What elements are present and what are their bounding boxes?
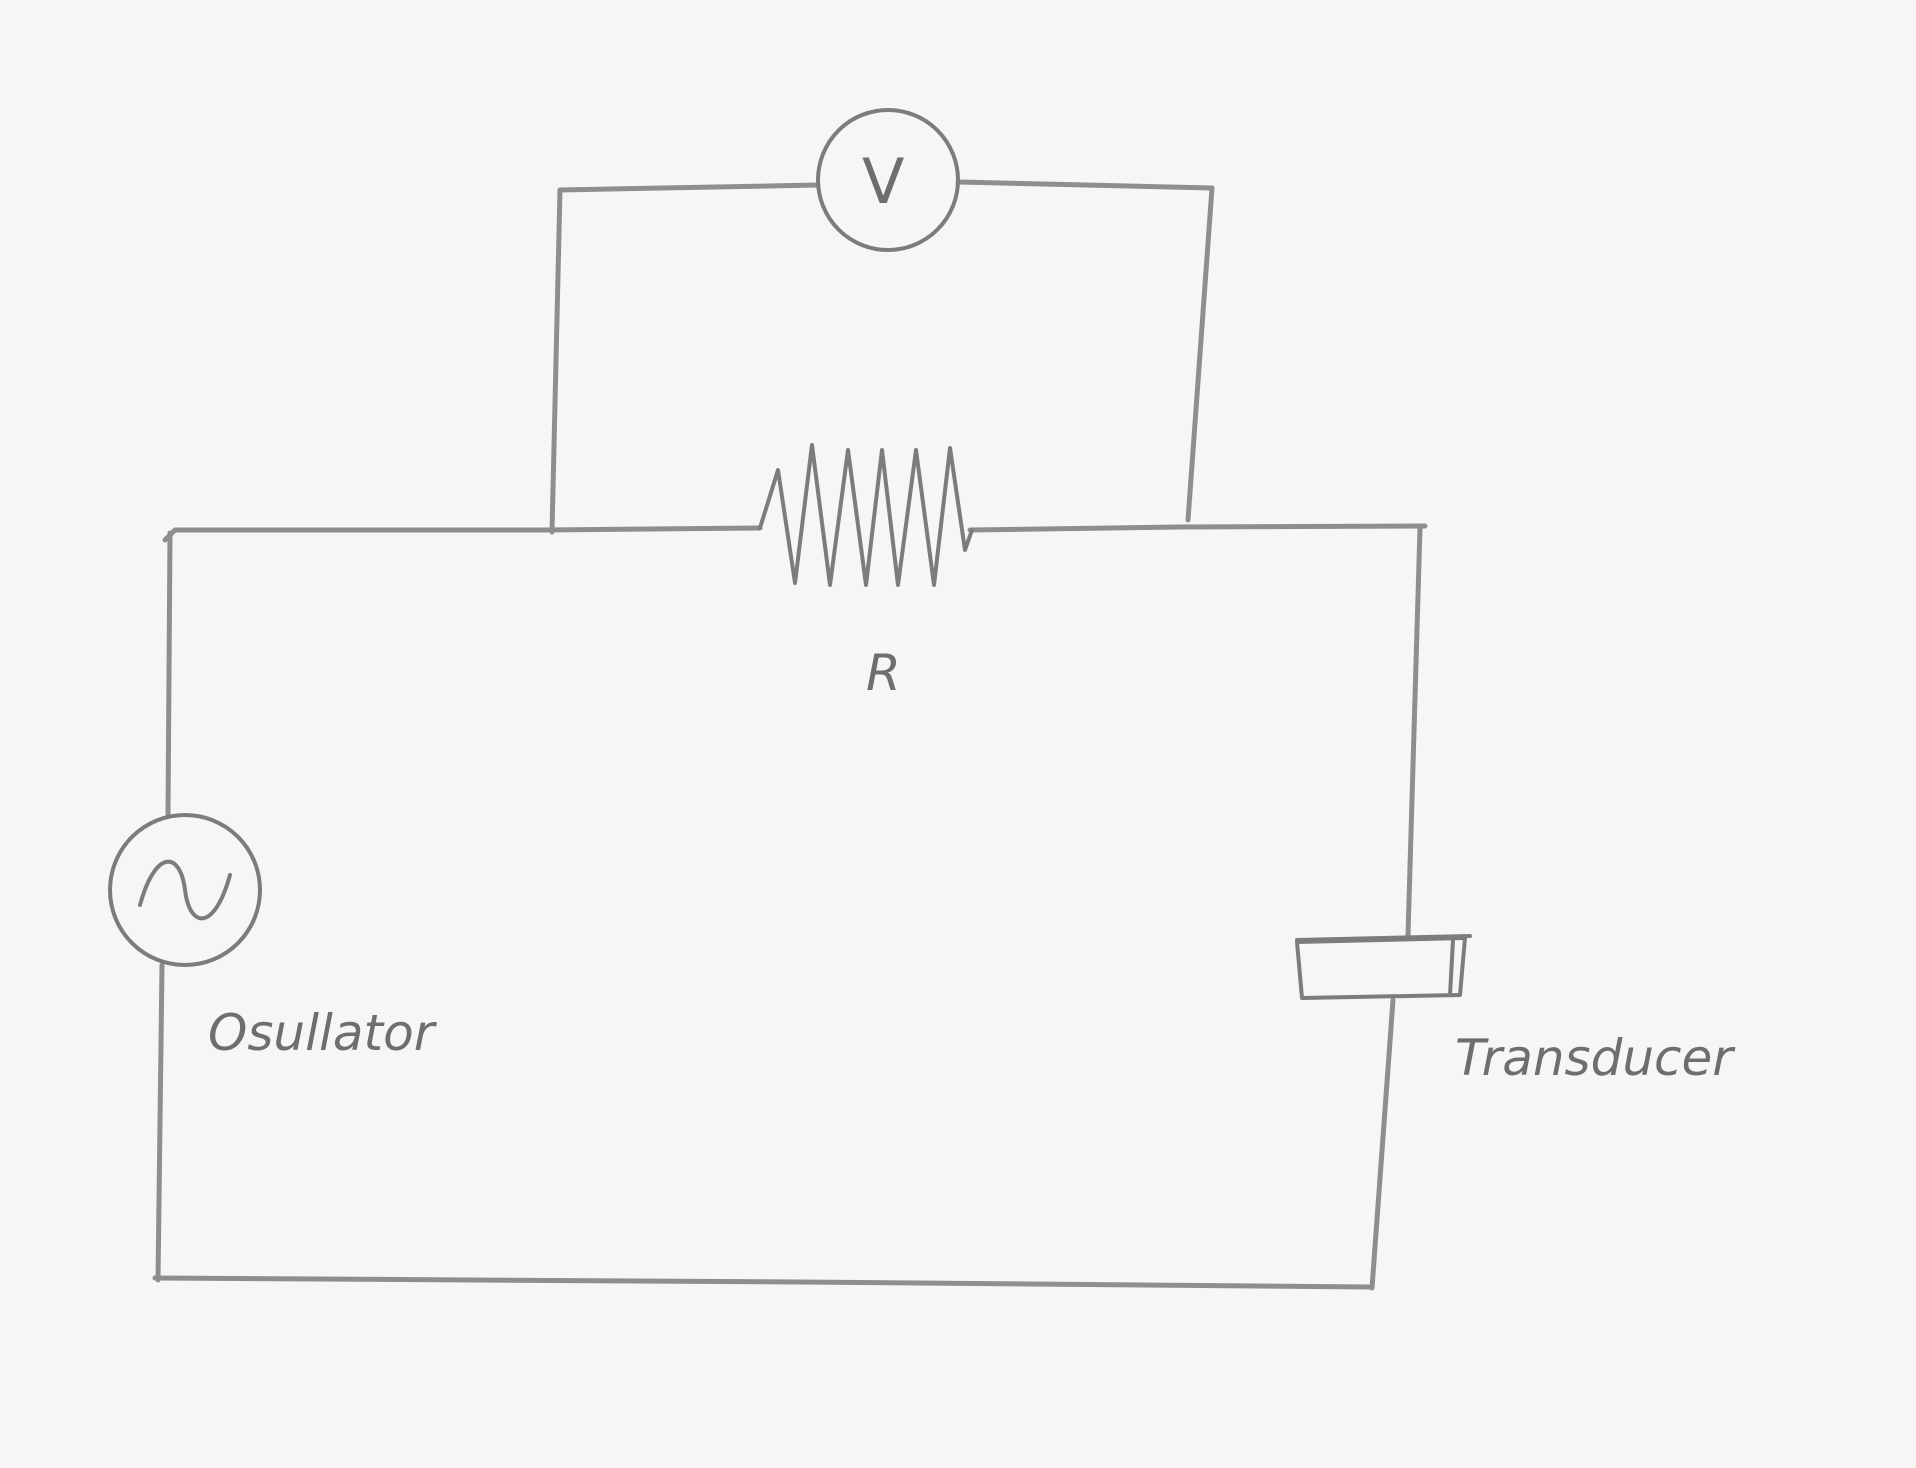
transducer-body [1295, 936, 1467, 1000]
right-wire-lower [1369, 997, 1396, 1291]
resistor-symbol [758, 443, 974, 587]
transducer-top-plate [1295, 934, 1472, 942]
oscillator-circle [108, 813, 262, 967]
voltmeter-circle [816, 108, 960, 252]
voltmeter-left-wire [549, 182, 821, 535]
voltmeter-right-wire [955, 179, 1215, 523]
bottom-wire [152, 1275, 1373, 1290]
voltmeter-symbol: V [862, 145, 904, 218]
transducer-label: Transducer [1455, 1029, 1736, 1087]
transducer-end [1448, 938, 1455, 997]
main-loop-wires [152, 523, 1428, 1291]
left-wire-upper [165, 530, 173, 818]
voltmeter-branch: V [549, 108, 1215, 535]
left-wire-lower [155, 962, 165, 1283]
sine-wave-icon [138, 859, 232, 921]
transducer: Transducer [1295, 934, 1736, 1087]
oscillator: Osullator [108, 813, 438, 1062]
top-wire-right [967, 523, 1428, 533]
top-wire-left [162, 525, 763, 543]
resistor-label: R [866, 644, 901, 702]
oscillator-label: Osullator [208, 1004, 438, 1062]
right-wire-upper [1405, 525, 1423, 938]
